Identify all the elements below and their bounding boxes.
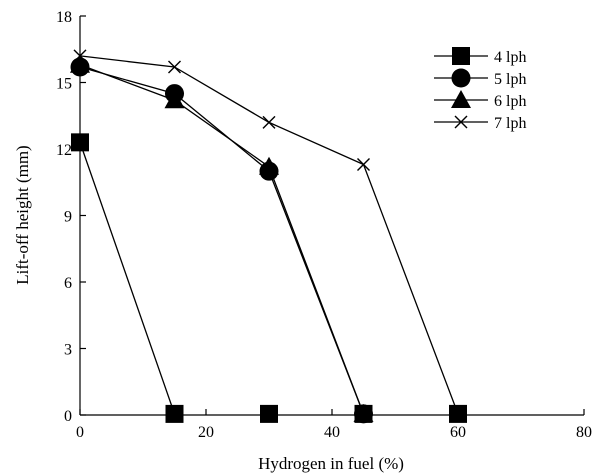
legend-marker [454, 115, 468, 129]
series-7-lph [73, 49, 465, 421]
series-line-5-lph [79, 66, 365, 415]
data-point-6-lph [164, 90, 185, 109]
data-point-4-lph [165, 404, 184, 423]
data-point-6-lph [259, 156, 279, 175]
x-tick-label: 40 [324, 424, 340, 441]
data-point-6-lph [353, 403, 374, 422]
data-point-7-lph [73, 49, 87, 63]
x-marker-stroke [262, 115, 276, 129]
legend-label: 6 lph [494, 93, 526, 110]
data-point-7-lph [451, 407, 465, 421]
axes: 0 20 40 60 80 0 3 6 9 12 15 18 [56, 9, 592, 441]
legend-label: 4 lph [494, 49, 526, 66]
x-tick-label: 0 [76, 424, 84, 441]
legend-item-7-lph: 7 lph [434, 115, 526, 132]
x-tick-label: 60 [450, 424, 466, 441]
legend: 4 lph 5 lph 6 lph 7 lph [434, 47, 526, 132]
data-point-7-lph [357, 158, 370, 172]
y-tick-label: 0 [64, 408, 72, 425]
data-point-4-lph [260, 404, 278, 423]
legend-label: 5 lph [494, 71, 526, 88]
legend-item-4-lph: 4 lph [434, 47, 526, 66]
x-tick-label: 80 [576, 424, 592, 441]
y-axis-label: Lift-off height (mm) [13, 145, 32, 284]
series-line-4-lph [79, 142, 176, 415]
legend-marker [452, 47, 470, 65]
series-6-lph [70, 54, 374, 422]
x-marker-stroke [73, 49, 87, 63]
x-axis-label: Hydrogen in fuel (%) [258, 454, 404, 473]
y-tick-label: 3 [64, 342, 72, 359]
legend-item-5-lph: 5 lph [434, 68, 526, 88]
y-tick-label: 12 [56, 142, 72, 159]
data-point-7-lph [168, 60, 181, 74]
legend-item-6-lph: 6 lph [434, 90, 526, 110]
legend-marker [451, 68, 471, 88]
x-marker-stroke [168, 60, 181, 74]
data-point-6-lph [70, 54, 90, 73]
x-marker-stroke [451, 407, 465, 421]
y-tick-label: 15 [56, 76, 72, 93]
y-tick-label: 9 [64, 209, 72, 226]
series-line-6-lph [79, 64, 365, 415]
legend-label: 7 lph [494, 115, 526, 132]
x-marker-stroke [454, 115, 468, 129]
x-tick-label: 20 [198, 424, 214, 441]
x-marker-stroke [357, 158, 370, 172]
y-tick-label: 18 [56, 9, 72, 26]
series-layer [70, 49, 467, 424]
legend-marker [451, 90, 471, 108]
data-point-4-lph [71, 133, 89, 152]
series-line-7-lph [79, 55, 459, 415]
data-point-7-lph [262, 115, 276, 129]
y-tick-label: 6 [64, 275, 72, 292]
series-5-lph [70, 57, 373, 424]
